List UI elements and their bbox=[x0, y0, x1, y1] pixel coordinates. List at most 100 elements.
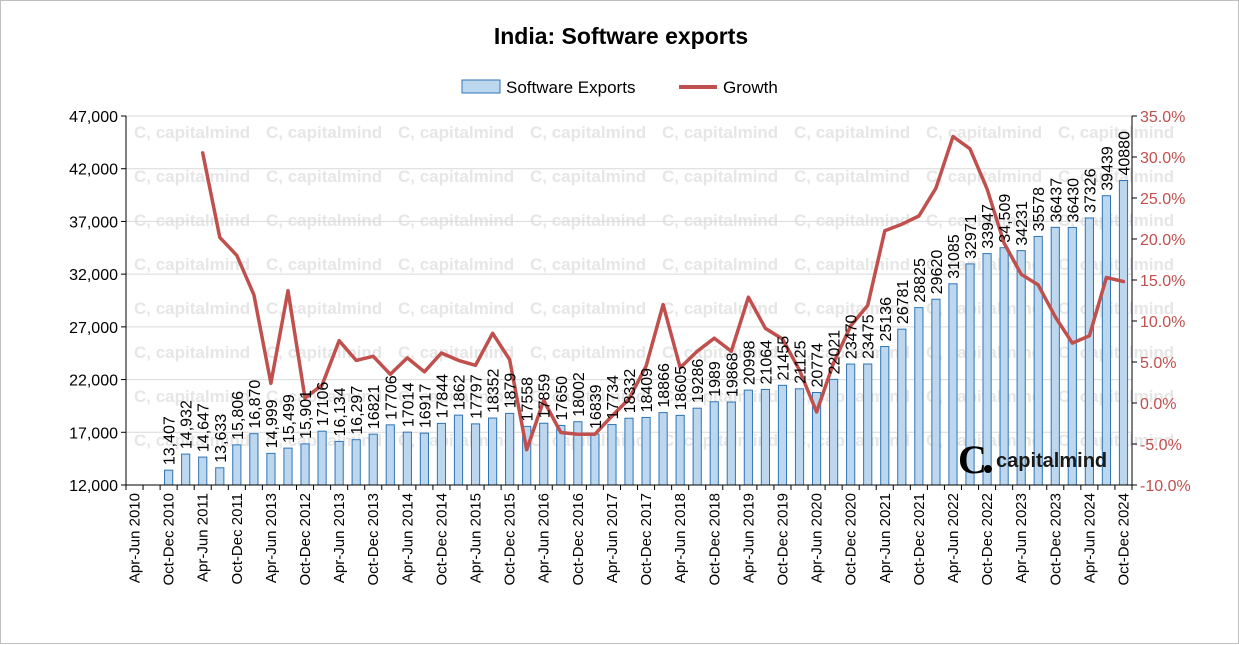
data-label: 20774 bbox=[810, 343, 827, 388]
chart-title: India: Software exports bbox=[494, 23, 748, 49]
data-label: 17859 bbox=[537, 374, 554, 419]
x-tick-label: Oct-Dec 2018 bbox=[706, 493, 723, 586]
watermark-text: C, capitalmind bbox=[398, 167, 514, 186]
data-label: 39439 bbox=[1099, 146, 1116, 191]
watermark-text: C, capitalmind bbox=[398, 387, 514, 406]
data-label: 23470 bbox=[844, 314, 861, 359]
x-tick-label: Oct-Dec 2024 bbox=[1115, 493, 1132, 586]
data-label: 23475 bbox=[861, 314, 878, 359]
bar-oct-dec-2021 bbox=[914, 307, 924, 486]
bar-jan-mar-2011 bbox=[181, 453, 191, 486]
bar-oct-dec-2017 bbox=[641, 416, 651, 486]
data-label: 18605 bbox=[673, 366, 690, 411]
data-label: 16917 bbox=[417, 384, 434, 429]
watermark-text: C, capitalmind bbox=[926, 211, 1042, 230]
data-label: 17797 bbox=[469, 374, 486, 419]
bar-jul-sep-2019 bbox=[760, 388, 770, 486]
bar-jul-sep-2013 bbox=[351, 439, 361, 486]
y-right-tick-label: 30.0% bbox=[1140, 150, 1185, 167]
watermark-text: C, capitalmind bbox=[530, 167, 646, 186]
legend-label-growth: Growth bbox=[723, 78, 778, 97]
watermark-text: C, capitalmind bbox=[134, 167, 250, 186]
legend-label-software-exports: Software Exports bbox=[506, 78, 635, 97]
watermark-text: C, capitalmind bbox=[1058, 123, 1174, 142]
watermark-text: C, capitalmind bbox=[926, 123, 1042, 142]
y-left-tick-label: 22,000 bbox=[69, 373, 118, 390]
x-tick-label: Apr-Jun 2013 bbox=[263, 493, 280, 583]
capitalmind-brand-text: capitalmind bbox=[996, 450, 1107, 472]
data-label: 14,999 bbox=[264, 399, 281, 448]
data-label: 19868 bbox=[724, 352, 741, 397]
x-tick-label: Oct-Dec 2011 bbox=[229, 493, 246, 584]
legend: Software Exports Growth bbox=[461, 78, 778, 97]
watermark-text: C, capitalmind bbox=[794, 299, 910, 318]
axes: 12,000 17,000 22,000 27,000 32,000 37,000 42,0… bbox=[69, 109, 1191, 586]
bar-jan-mar-2020 bbox=[794, 388, 805, 486]
watermark-text: C, capitalmind bbox=[398, 255, 514, 274]
growth-line-layer bbox=[200, 134, 1126, 452]
bar-apr-jun-2015 bbox=[470, 423, 481, 486]
data-label: 15,499 bbox=[281, 394, 298, 443]
x-tick-label: Oct-Dec 2017 bbox=[638, 493, 655, 586]
watermark-text: C, capitalmind bbox=[266, 123, 382, 142]
data-label: 17650 bbox=[554, 376, 571, 421]
data-labels: 13,407 14,932 14,647 13,633 15,806 16,870 14,9… bbox=[162, 131, 1134, 465]
bar-jan-mar-2022 bbox=[931, 298, 941, 486]
x-tick-label: Oct-Dec 2021 bbox=[911, 493, 928, 586]
x-tick-label: Apr-Jun 2017 bbox=[604, 493, 621, 583]
bar-jul-sep-2024 bbox=[1101, 195, 1112, 486]
data-label: 17558 bbox=[520, 377, 537, 422]
watermark-text: C, capitalmind bbox=[266, 211, 382, 230]
data-label: 21125 bbox=[793, 340, 810, 383]
y-left-tick-label: 37,000 bbox=[69, 214, 118, 231]
bar-jul-sep-2021 bbox=[897, 328, 907, 486]
bar-apr-jun-2017 bbox=[607, 424, 617, 486]
y-left-tick-label: 42,000 bbox=[69, 162, 118, 179]
data-label: 16,134 bbox=[332, 387, 349, 436]
bar-apr-jun-2021 bbox=[880, 346, 890, 486]
watermark-text: C, capitalmind bbox=[134, 343, 250, 362]
x-tick-label: Apr-Jun 2022 bbox=[945, 493, 962, 583]
bar-jan-mar-2017 bbox=[590, 433, 600, 486]
y-right-tick-label: 10.0% bbox=[1140, 314, 1185, 331]
x-tick-label: Apr-Jun 2019 bbox=[740, 493, 757, 583]
watermark-text: C, capitalmind bbox=[134, 387, 250, 406]
y-left-tick-label: 12,000 bbox=[69, 478, 118, 495]
data-label: 35578 bbox=[1031, 187, 1048, 232]
bar-jul-sep-2018 bbox=[692, 407, 702, 486]
watermark-text: C, capitalmind bbox=[662, 255, 778, 274]
data-label: 21455 bbox=[775, 336, 792, 381]
bar-apr-jun-2016 bbox=[539, 422, 549, 486]
x-tick-label: Oct-Dec 2020 bbox=[843, 493, 860, 586]
y-right-tick-label: -10.0% bbox=[1140, 478, 1191, 495]
watermark-text: C, capitalmind bbox=[530, 255, 646, 274]
bar-oct-dec-2020 bbox=[846, 363, 856, 486]
watermark-text: C, capitalmind bbox=[662, 211, 778, 230]
bar-jan-mar-2021 bbox=[863, 363, 873, 486]
watermark-text: C, capitalmind bbox=[794, 255, 910, 274]
x-tick-label: Apr-Jun 2015 bbox=[468, 493, 485, 583]
bar-oct-dec-2019 bbox=[777, 384, 788, 486]
data-label: 17734 bbox=[605, 375, 622, 420]
y-right-tick-label: 35.0% bbox=[1140, 109, 1185, 126]
watermark-text: C, capitalmind bbox=[926, 167, 1042, 186]
bar-apr-jun-2013 bbox=[334, 440, 344, 486]
watermark-text: C, capitalmind bbox=[530, 211, 646, 230]
bar-apr-jun-2012 bbox=[266, 452, 276, 486]
y-right-tick-label: 15.0% bbox=[1140, 273, 1185, 290]
data-label: 16839 bbox=[588, 384, 605, 429]
x-tick-label: Apr-Jun 2020 bbox=[809, 493, 826, 583]
bar-jul-sep-2011 bbox=[215, 467, 225, 486]
watermark-text: C, capitalmind bbox=[134, 431, 250, 450]
growth-line bbox=[200, 134, 1126, 452]
watermark-text: C, capitalmind bbox=[530, 387, 646, 406]
bar-oct-dec-2013 bbox=[368, 433, 378, 486]
data-label: 22021 bbox=[827, 330, 844, 375]
watermark: C, capitalmind C, capitalmind C, capitalmi… bbox=[134, 123, 1174, 450]
x-tick-label: Apr-Jun 2023 bbox=[1013, 493, 1030, 583]
watermark-text: C, capitalmind bbox=[794, 167, 910, 186]
bar-apr-jun-2024 bbox=[1084, 217, 1094, 486]
watermark-text: C, capitalmind bbox=[266, 255, 382, 274]
y-right-tick-label: -5.0% bbox=[1140, 437, 1182, 454]
